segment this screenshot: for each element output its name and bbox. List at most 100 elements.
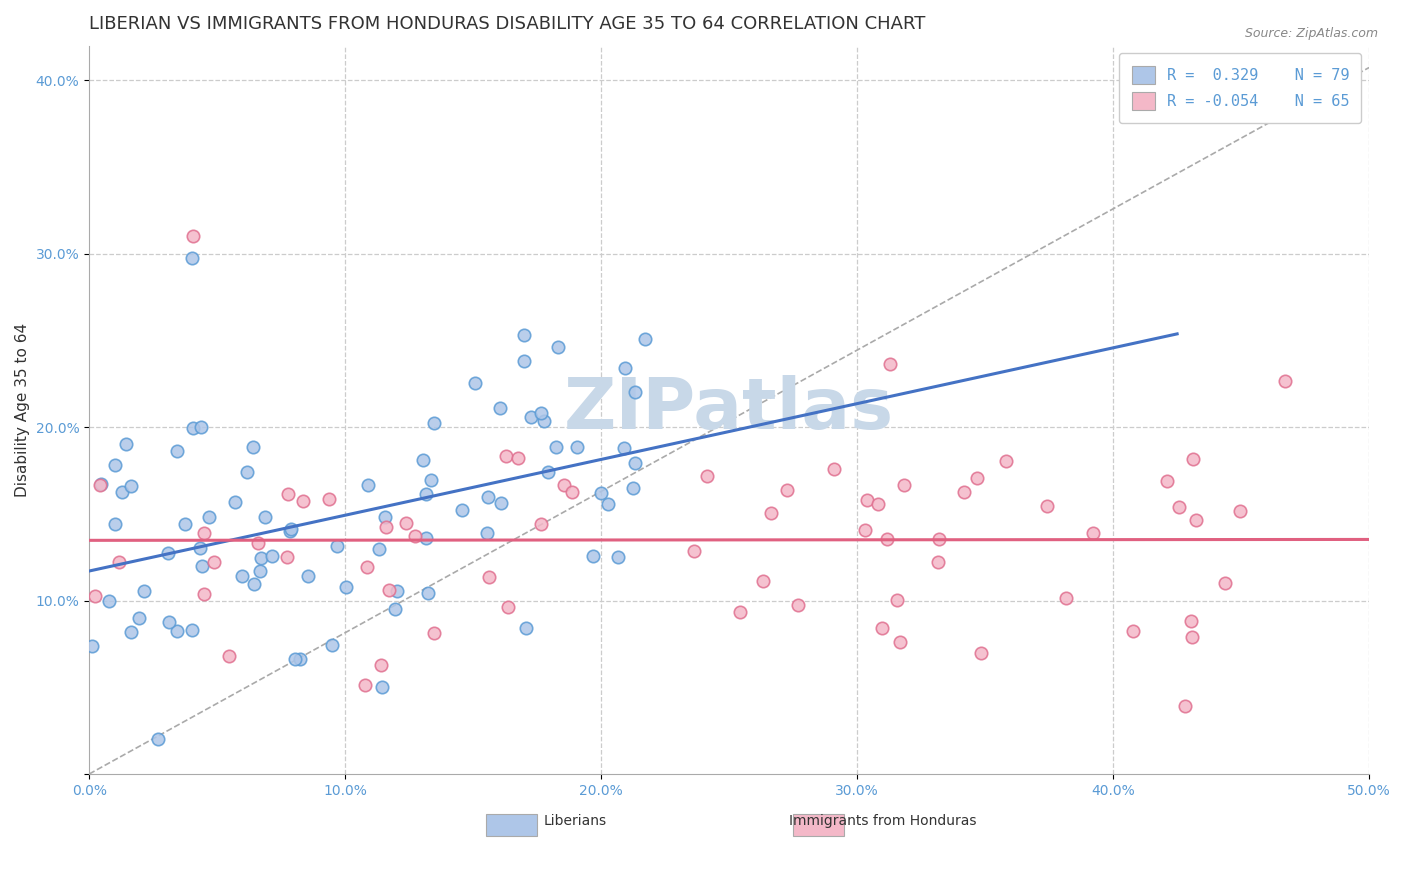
Point xyxy=(242,440,264,454)
Point xyxy=(181,229,204,244)
Point xyxy=(853,523,876,537)
Point xyxy=(927,556,949,570)
Point xyxy=(787,599,810,613)
Point xyxy=(156,546,179,560)
Point xyxy=(104,516,127,531)
Point xyxy=(82,640,104,654)
Point xyxy=(533,414,555,428)
Point xyxy=(1036,499,1059,513)
Point xyxy=(262,549,284,564)
Point xyxy=(1174,698,1197,713)
Point xyxy=(423,626,446,640)
Point xyxy=(180,251,202,265)
Point xyxy=(97,594,120,608)
Point xyxy=(89,478,111,492)
Point xyxy=(607,550,630,565)
Text: Liberians: Liberians xyxy=(544,814,607,828)
Point xyxy=(280,522,302,536)
Point xyxy=(496,599,519,614)
Point xyxy=(181,623,204,637)
Point xyxy=(412,453,434,467)
Y-axis label: Disability Age 35 to 64: Disability Age 35 to 64 xyxy=(15,323,30,497)
Point xyxy=(508,451,530,466)
Point xyxy=(530,406,553,420)
Point xyxy=(761,506,783,520)
Point xyxy=(249,564,271,578)
Legend: R =  0.329    N = 79, R = -0.054    N = 65: R = 0.329 N = 79, R = -0.054 N = 65 xyxy=(1119,54,1361,123)
Point xyxy=(488,401,510,416)
Point xyxy=(477,490,499,504)
Point xyxy=(598,497,620,511)
Point xyxy=(1215,576,1237,591)
Point xyxy=(879,357,901,371)
Point xyxy=(202,555,225,569)
Point xyxy=(288,652,311,666)
Point xyxy=(1054,591,1077,605)
Point xyxy=(561,484,583,499)
Point xyxy=(111,484,134,499)
Point xyxy=(928,532,950,546)
Point xyxy=(404,529,426,543)
Point xyxy=(114,437,136,451)
Point xyxy=(134,584,156,599)
Point xyxy=(181,421,204,435)
Point xyxy=(247,536,270,550)
Point xyxy=(374,509,396,524)
Point xyxy=(1122,624,1144,639)
Point xyxy=(995,454,1018,468)
Point xyxy=(415,487,437,501)
Point xyxy=(197,510,219,524)
Point xyxy=(868,497,890,511)
Point xyxy=(530,516,553,531)
Point xyxy=(321,638,343,652)
Point xyxy=(512,328,534,343)
Point xyxy=(1229,504,1251,518)
Point xyxy=(823,462,845,476)
Point xyxy=(166,443,188,458)
Point xyxy=(385,583,408,598)
Point xyxy=(565,440,588,454)
Point xyxy=(370,657,392,672)
Point xyxy=(463,376,485,390)
Point xyxy=(236,465,259,479)
Point xyxy=(1182,452,1205,467)
Point xyxy=(1184,513,1206,527)
Point xyxy=(174,516,197,531)
Point xyxy=(276,549,298,564)
Point xyxy=(318,492,340,507)
Point xyxy=(478,570,501,584)
Point xyxy=(218,648,240,663)
Point xyxy=(188,541,211,555)
Point xyxy=(621,481,644,495)
Point xyxy=(696,469,718,483)
Point xyxy=(90,476,112,491)
Point xyxy=(544,441,567,455)
Point xyxy=(513,354,536,368)
Point xyxy=(231,569,253,583)
Point xyxy=(326,539,349,553)
FancyBboxPatch shape xyxy=(793,814,845,836)
Point xyxy=(537,465,560,479)
Point xyxy=(395,516,418,530)
Point xyxy=(120,479,142,493)
Point xyxy=(728,605,751,619)
Point xyxy=(357,477,380,491)
Point xyxy=(520,410,543,425)
Point xyxy=(953,484,976,499)
Point xyxy=(683,544,706,558)
Point xyxy=(108,555,131,569)
Point xyxy=(1168,500,1191,515)
Point xyxy=(146,732,169,747)
Point xyxy=(966,471,988,485)
Point xyxy=(278,524,301,538)
Point xyxy=(415,532,437,546)
Point xyxy=(870,621,893,635)
Point xyxy=(591,486,613,500)
Point xyxy=(193,587,215,601)
Point xyxy=(253,509,276,524)
Point xyxy=(120,624,142,639)
Point xyxy=(495,449,517,463)
Point xyxy=(157,615,180,629)
Point xyxy=(292,493,315,508)
Point xyxy=(547,340,569,354)
